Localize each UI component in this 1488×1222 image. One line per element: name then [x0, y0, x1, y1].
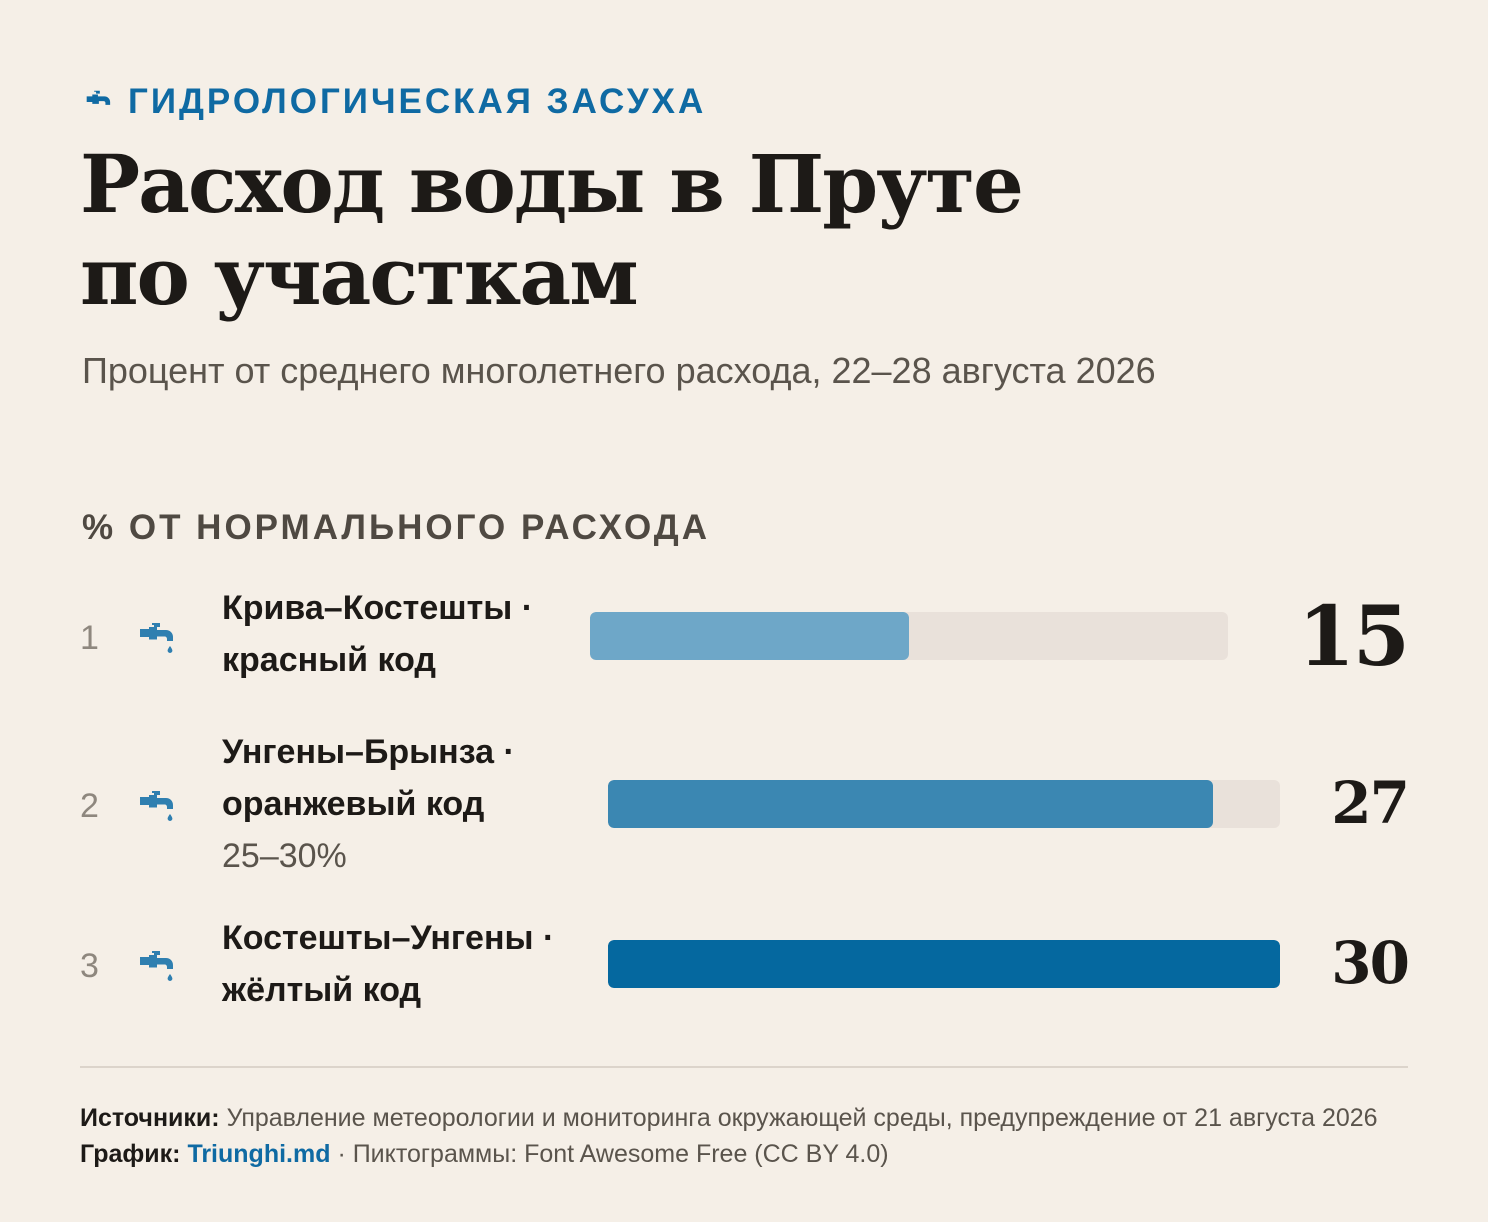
bar-label-text: Крива–Костешты · красный код — [222, 589, 534, 679]
bar-fill — [590, 612, 909, 660]
bar-label-text: Костешты–Унгены · жёлтый код — [222, 919, 555, 1009]
footer: Источники: Управление метеорологии и мон… — [80, 1100, 1420, 1172]
faucet-drip-icon — [136, 786, 176, 826]
graphic-label: График: — [80, 1140, 181, 1168]
bar-label: Унгены–Брынза · оранжевый код 25–30% — [222, 726, 567, 882]
faucet-icon — [82, 87, 112, 117]
sources-text: Управление метеорологии и мониторинга ок… — [226, 1104, 1378, 1132]
bar-fill — [608, 780, 1213, 828]
bar-fill — [608, 940, 1280, 988]
sources-label: Источники: — [80, 1104, 220, 1132]
chart-subtitle: Процент от среднего многолетнего расхода… — [82, 350, 1156, 391]
divider — [80, 1066, 1408, 1068]
bar-label-text: Унгены–Брынза · оранжевый код — [222, 733, 515, 823]
bar-label: Костешты–Унгены · жёлтый код — [222, 912, 567, 1016]
credits-line: График: Triunghi.md · Пиктограммы: Font … — [80, 1136, 1420, 1172]
bar-track — [590, 612, 1228, 660]
sources-line: Источники: Управление метеорологии и мон… — [80, 1100, 1420, 1136]
kicker-text: ГИДРОЛОГИЧЕСКАЯ ЗАСУХА — [128, 82, 707, 121]
brand-link[interactable]: Triunghi.md — [187, 1140, 331, 1168]
kicker: ГИДРОЛОГИЧЕСКАЯ ЗАСУХА — [82, 80, 706, 124]
icons-credit: · Пиктограммы: Font Awesome Free (CC BY … — [337, 1140, 889, 1168]
bar-value: 30 — [1331, 929, 1410, 997]
bar-value: 15 — [1297, 589, 1410, 685]
rank-number: 1 — [80, 619, 99, 657]
bar-note: 25–30% — [222, 837, 347, 875]
bar-track — [608, 780, 1280, 828]
faucet-drip-icon — [136, 618, 176, 658]
bar-track — [608, 940, 1280, 988]
chart-title: Расход воды в Пруте по участкам — [80, 137, 1024, 323]
rank-number: 2 — [80, 787, 99, 825]
faucet-drip-icon — [136, 946, 176, 986]
rank-number: 3 — [80, 947, 99, 985]
bar-value: 27 — [1331, 769, 1410, 837]
axis-label: % ОТ НОРМАЛЬНОГО РАСХОДА — [82, 508, 710, 547]
bar-label: Крива–Костешты · красный код — [222, 582, 567, 686]
